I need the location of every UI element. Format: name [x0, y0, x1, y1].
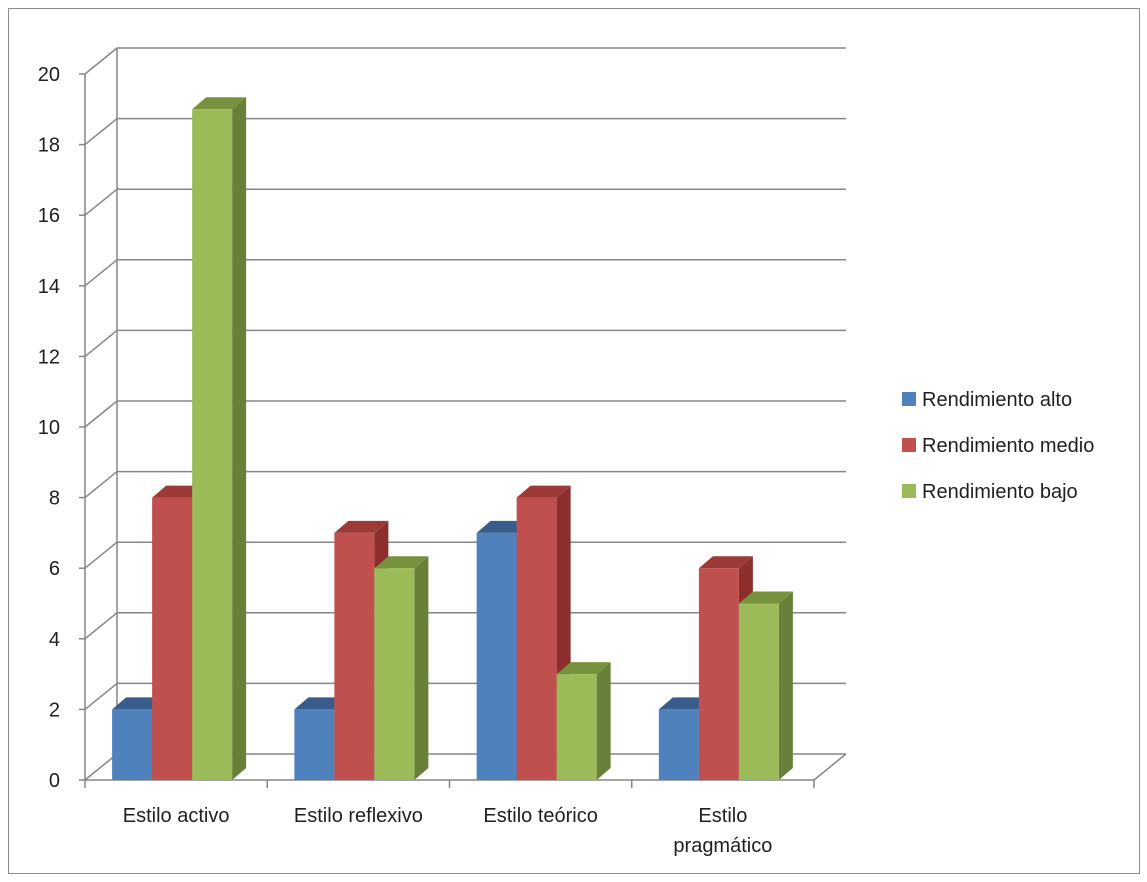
y-tick-label: 16 — [38, 205, 60, 227]
x-category-label: Estilo — [698, 805, 747, 827]
bar-front — [556, 674, 597, 780]
bar-top — [738, 591, 793, 604]
bar-side — [778, 591, 793, 780]
gridline-connector — [84, 612, 118, 640]
bar-side — [596, 662, 611, 780]
y-tick-label: 12 — [38, 346, 60, 368]
gridline-connector — [84, 682, 118, 710]
gridline-connector — [84, 329, 118, 357]
legend-swatch — [902, 392, 916, 406]
x-category-label: pragmático — [673, 835, 772, 857]
bar-top — [698, 556, 753, 569]
legend-label: Rendimiento alto — [922, 389, 1072, 411]
bar-front — [476, 532, 517, 780]
gridline-connector — [84, 259, 118, 287]
gridline-connector — [84, 753, 118, 781]
y-tick-label: 14 — [38, 276, 60, 298]
x-category-label: Estilo reflexivo — [294, 805, 423, 827]
bar — [476, 520, 531, 780]
bar-top — [192, 97, 247, 110]
bars — [112, 97, 793, 781]
axis-labels: 0 2 4 6 8 10 12 14 16 18 20 Estilo activo Estilo ref… — [38, 64, 773, 857]
bar-front — [192, 109, 233, 781]
x-category-label: Estilo teórico — [483, 805, 598, 827]
y-tick-label: 6 — [49, 558, 60, 580]
floor-right-edge — [813, 753, 847, 781]
legend-label: Rendimiento bajo — [922, 481, 1078, 503]
bar-top — [556, 662, 611, 675]
legend-label: Rendimiento medio — [922, 435, 1094, 457]
y-tick-label: 18 — [38, 135, 60, 157]
legend-swatch — [902, 438, 916, 452]
bar-front — [152, 497, 193, 780]
y-tick-label: 10 — [38, 417, 60, 439]
bar-side — [414, 556, 429, 780]
gridline-connector — [84, 47, 118, 75]
bar-front — [112, 709, 153, 780]
bar-top — [374, 556, 429, 569]
bar-front — [698, 568, 739, 780]
bar — [374, 556, 429, 780]
y-tick-label: 8 — [49, 488, 60, 510]
y-tick-label: 2 — [49, 699, 60, 721]
bar-side — [232, 97, 247, 781]
gridline-connector — [84, 400, 118, 428]
bar-front — [658, 709, 699, 780]
bar — [556, 662, 611, 780]
bar-top — [516, 485, 571, 498]
bar — [738, 591, 793, 780]
gridline-connector — [84, 471, 118, 499]
bar-front — [516, 497, 557, 780]
bar-front — [738, 603, 779, 780]
bar-top — [334, 520, 389, 533]
y-tick-label: 4 — [49, 629, 60, 651]
bar-front — [334, 532, 375, 780]
legend-swatch — [902, 484, 916, 498]
bar-front — [374, 568, 415, 780]
y-tick-label: 20 — [38, 64, 60, 86]
bar — [192, 97, 247, 781]
gridline-connector — [84, 188, 118, 216]
bar-front — [294, 709, 335, 780]
legend: Rendimiento alto Rendimiento medio Rendimi… — [902, 389, 1094, 503]
gridline-connector — [84, 541, 118, 569]
gridline-connector — [84, 118, 118, 146]
y-tick-label: 0 — [49, 770, 60, 792]
x-category-label: Estilo activo — [123, 805, 230, 827]
